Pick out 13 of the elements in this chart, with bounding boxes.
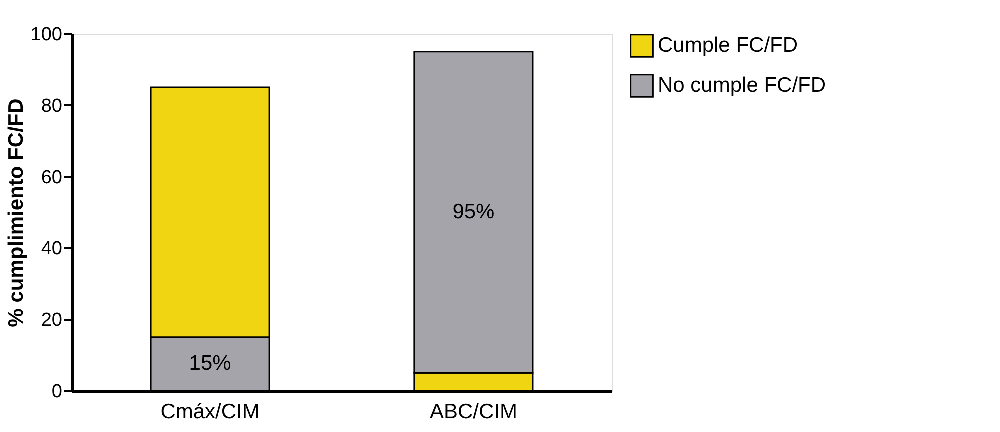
y-tick-label: 20 xyxy=(41,310,62,332)
y-tick-label: 80 xyxy=(41,96,62,117)
y-axis-title: % cumplimiento FC/FD xyxy=(4,98,28,328)
x-tick-label: Cmáx/CIM xyxy=(160,400,260,424)
y-tick-label: 100 xyxy=(30,24,62,46)
y-tick-label: 60 xyxy=(41,167,62,188)
x-tick-label: ABC/CIM xyxy=(430,400,518,424)
legend-label: Cumple FC/FD xyxy=(658,34,798,57)
y-tick-label: 0 xyxy=(52,382,62,402)
y-tick-label: 40 xyxy=(41,238,62,260)
legend-label: No cumple FC/FD xyxy=(658,74,826,97)
annotation: 95% xyxy=(452,200,495,224)
annotation: 15% xyxy=(189,352,232,376)
